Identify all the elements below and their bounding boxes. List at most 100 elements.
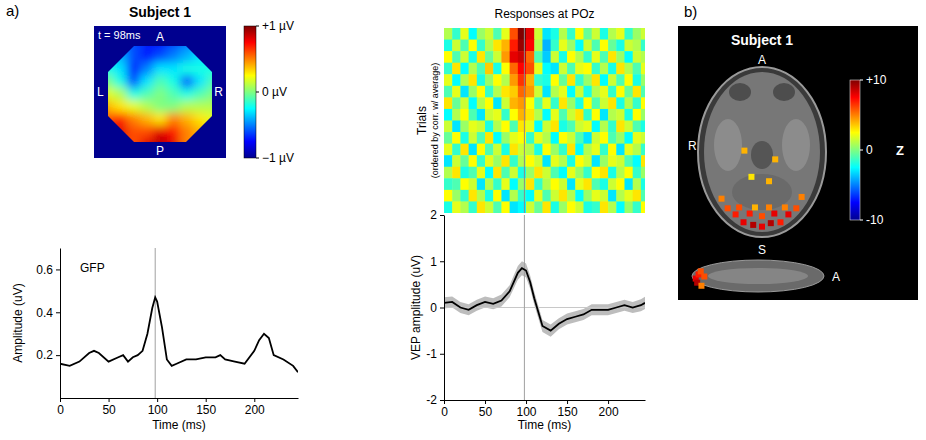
raster-cell [452, 155, 461, 167]
raster-cell [444, 97, 453, 109]
raster-cell [624, 190, 633, 202]
raster-cell [559, 28, 568, 40]
map-cell [167, 88, 181, 101]
raster-cell [583, 121, 592, 133]
raster-cell [559, 144, 568, 156]
map-cell [193, 125, 207, 138]
raster-cell [583, 155, 592, 167]
map-cell [127, 125, 141, 138]
raster-cell [485, 51, 494, 63]
raster-cell [592, 28, 601, 40]
raster-cell [608, 28, 617, 40]
raster-cell [526, 121, 535, 133]
raster-cell [600, 28, 609, 40]
raster-cell [534, 28, 543, 40]
raster-cell [477, 167, 486, 179]
activation-voxel [719, 196, 725, 202]
panel-letter: a) [6, 2, 19, 19]
raster-cell [510, 201, 519, 213]
raster-cell [452, 51, 461, 63]
tick: 200 [599, 400, 619, 419]
colorbar [244, 26, 256, 158]
raster-cell [616, 144, 625, 156]
raster-cell [518, 201, 527, 213]
activation-voxel [793, 205, 799, 211]
raster-cell [600, 167, 609, 179]
tick-label: 0.6 [36, 263, 53, 277]
map-cell [100, 138, 114, 151]
raster-cell [452, 40, 461, 52]
orientation-label: L [97, 85, 104, 99]
tick: 1 [430, 255, 444, 269]
tick: -1 [426, 347, 444, 361]
orientation-label: S [758, 243, 766, 257]
raster-cell [592, 109, 601, 121]
map-cell [113, 50, 127, 63]
tick-mark [440, 354, 444, 355]
colorbar-tick [860, 220, 863, 221]
tick-mark [440, 308, 444, 309]
raster-cell [510, 63, 519, 75]
raster-cell [452, 63, 461, 75]
activation-voxel [777, 219, 783, 225]
raster-cell [485, 132, 494, 144]
raster-cell [641, 28, 645, 40]
raster-cell [559, 155, 568, 167]
raster-cell [633, 63, 642, 75]
raster-cell [469, 167, 478, 179]
raster-cell [600, 86, 609, 98]
raster-cell [510, 28, 519, 40]
raster-cell [567, 167, 576, 179]
raster-cell [477, 109, 486, 121]
raster-cell [460, 97, 469, 109]
raster-cell [624, 28, 633, 40]
raster-cell [469, 121, 478, 133]
raster-cell [624, 63, 633, 75]
raster-cell [460, 144, 469, 156]
raster-cell [526, 109, 535, 121]
raster-cell [477, 190, 486, 202]
raster-cell [460, 167, 469, 179]
map-cell [207, 138, 221, 151]
raster-cell [567, 109, 576, 121]
tick: 0.6 [36, 263, 60, 277]
raster-cell [469, 190, 478, 202]
raster-cell [444, 144, 453, 156]
sagittal-slab [692, 260, 824, 292]
raster-cell [526, 178, 535, 190]
raster-cell [583, 178, 592, 190]
colorbar-label: 0 [866, 143, 873, 157]
raster-cell [575, 190, 584, 202]
raster-cell [624, 178, 633, 190]
mri-panel: b)Subject 1ARSA+100-10Z [678, 3, 918, 300]
raster-cell [444, 74, 453, 86]
map-cell [127, 138, 141, 151]
raster-cell [460, 51, 469, 63]
activation-voxel [766, 204, 772, 210]
raster-cell [641, 144, 645, 156]
tick-mark [567, 400, 568, 404]
raster-cell [633, 28, 642, 40]
raster-cell [633, 86, 642, 98]
colorbar-title: Z [896, 143, 904, 158]
tick-label: 0.2 [36, 348, 53, 362]
colorbar-tick [860, 80, 863, 81]
raster-cell [501, 40, 510, 52]
raster-cell [469, 201, 478, 213]
raster-cell [460, 190, 469, 202]
raster-cell [501, 86, 510, 98]
raster-cell [542, 167, 551, 179]
raster-cell [551, 167, 560, 179]
activation-voxel [799, 194, 805, 200]
activation-voxel [725, 205, 731, 211]
raster-cell [551, 155, 560, 167]
raster-cell [452, 28, 461, 40]
raster-cell [551, 178, 560, 190]
map-cell [153, 100, 167, 113]
raster-cell [526, 155, 535, 167]
raster-cell [469, 97, 478, 109]
raster-cell [493, 51, 502, 63]
raster-cell [460, 109, 469, 121]
raster-cell [501, 109, 510, 121]
tick-mark [157, 398, 158, 402]
